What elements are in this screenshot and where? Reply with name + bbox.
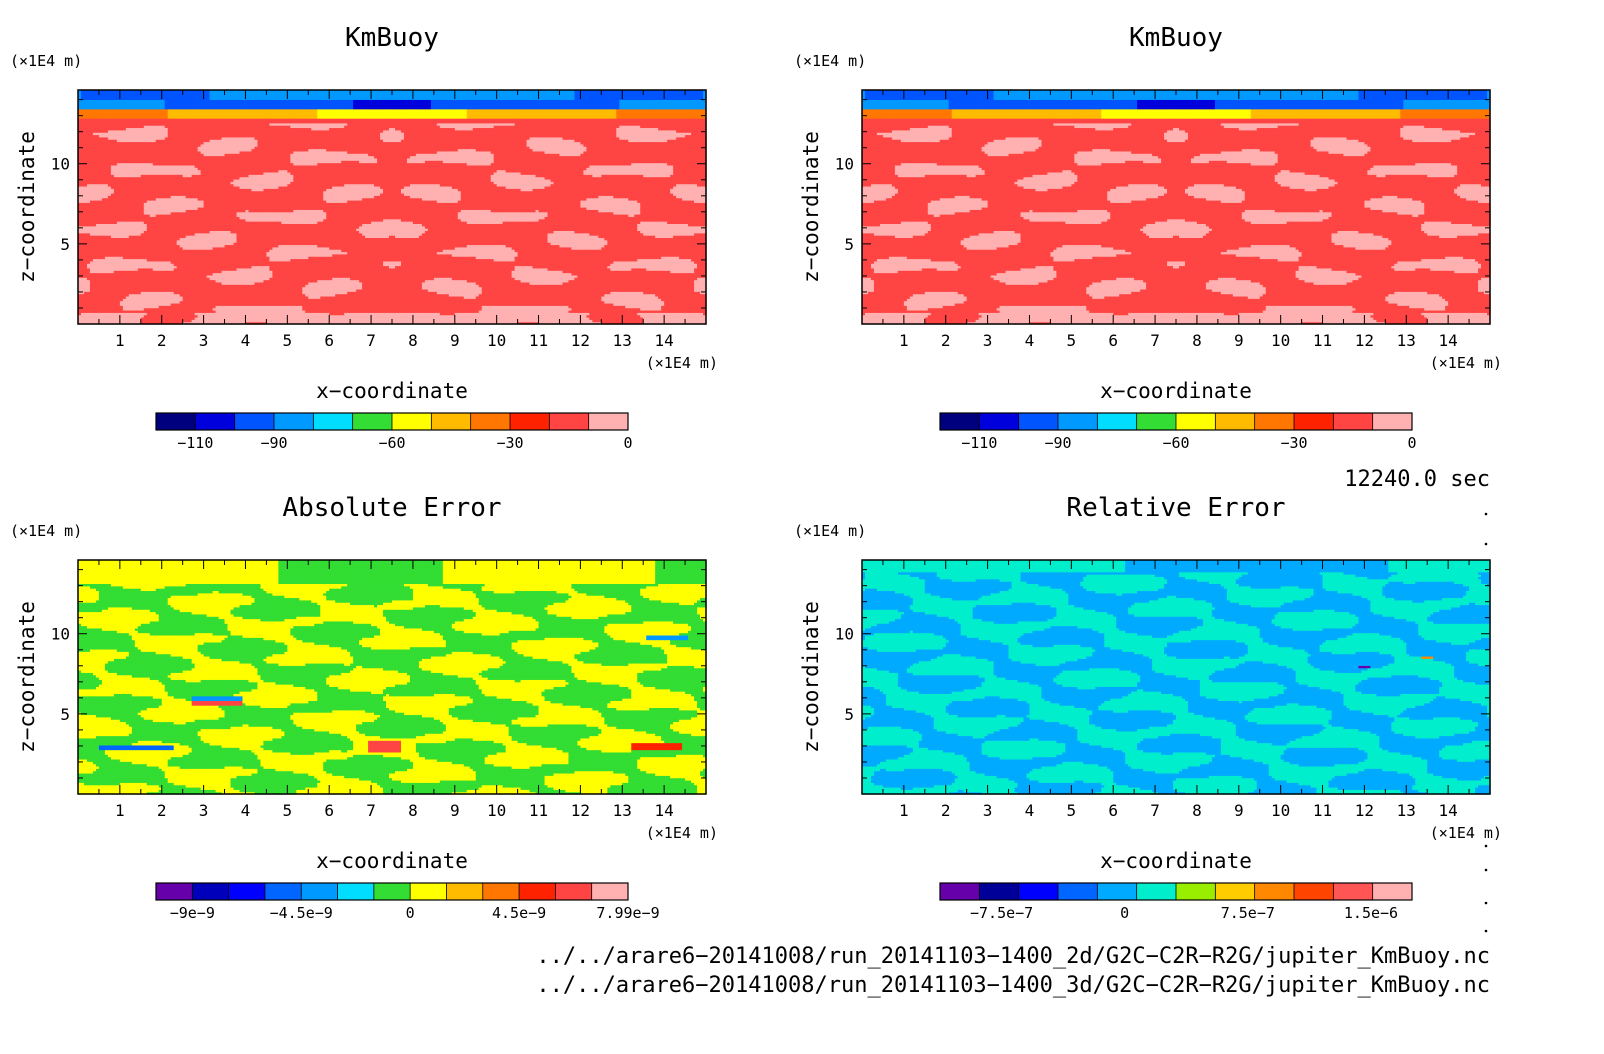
- plot-area: [78, 90, 707, 325]
- figure: 1 2 3 4 5 6 7 8 9 10 11 12 13 14510KmBuoy(×1E4 m)(×1E…: [0, 0, 1604, 1054]
